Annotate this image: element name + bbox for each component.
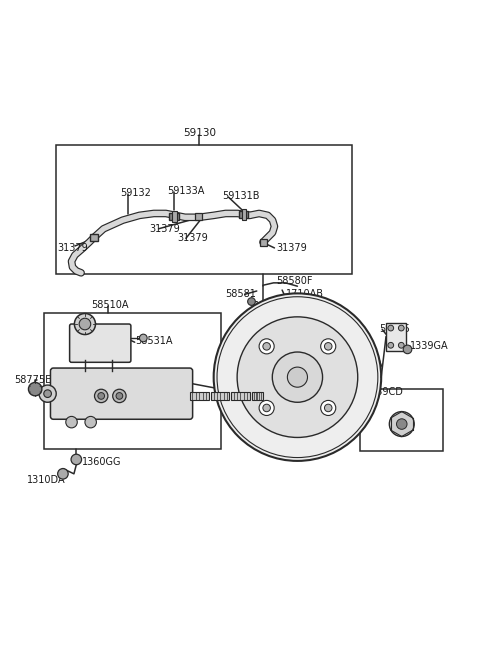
Text: 1310DA: 1310DA	[27, 475, 66, 485]
Text: 1339CD: 1339CD	[365, 387, 404, 397]
Bar	[44, 313, 221, 449]
Bar	[242, 209, 246, 220]
Circle shape	[39, 385, 56, 402]
Text: 59130: 59130	[183, 128, 216, 138]
Text: 58594: 58594	[225, 389, 255, 399]
Circle shape	[324, 343, 332, 350]
Bar	[252, 392, 263, 400]
Circle shape	[321, 339, 336, 354]
Circle shape	[259, 400, 274, 415]
Circle shape	[71, 454, 82, 465]
Circle shape	[389, 411, 414, 437]
Circle shape	[95, 389, 108, 402]
Text: 58550A: 58550A	[148, 371, 185, 381]
Text: 1710AB: 1710AB	[286, 289, 324, 299]
Circle shape	[248, 298, 255, 306]
Circle shape	[79, 318, 91, 330]
Circle shape	[272, 352, 323, 402]
Circle shape	[288, 367, 308, 387]
Bar	[190, 392, 209, 400]
Bar	[172, 210, 177, 222]
Text: 58580F: 58580F	[276, 276, 312, 286]
FancyBboxPatch shape	[70, 324, 131, 362]
Circle shape	[98, 393, 105, 399]
Text: 59145: 59145	[379, 324, 409, 334]
Circle shape	[321, 400, 336, 415]
Text: 59132: 59132	[120, 188, 151, 198]
Circle shape	[140, 334, 147, 342]
Text: 59110B: 59110B	[226, 398, 263, 408]
Circle shape	[263, 404, 270, 411]
Circle shape	[237, 317, 358, 437]
Text: 43779A: 43779A	[345, 359, 383, 369]
Bar	[231, 392, 250, 400]
Text: 1339GA: 1339GA	[410, 341, 448, 351]
FancyBboxPatch shape	[50, 368, 192, 419]
Circle shape	[324, 404, 332, 411]
Circle shape	[388, 325, 394, 331]
Text: 1362ND: 1362ND	[254, 301, 294, 311]
Text: 58775E: 58775E	[14, 376, 51, 386]
Text: 1360GG: 1360GG	[82, 457, 121, 467]
Circle shape	[259, 339, 274, 354]
Circle shape	[85, 417, 96, 428]
Bar	[260, 239, 267, 245]
Text: 31379: 31379	[57, 243, 88, 253]
Text: 31379: 31379	[276, 243, 307, 253]
Text: 59131B: 59131B	[222, 191, 259, 201]
Circle shape	[113, 389, 126, 402]
Circle shape	[74, 313, 96, 334]
Circle shape	[388, 343, 394, 348]
Bar	[211, 392, 229, 400]
Bar	[239, 211, 248, 218]
Circle shape	[58, 469, 68, 479]
Bar	[195, 214, 202, 219]
Text: 31379: 31379	[149, 224, 180, 234]
Circle shape	[28, 382, 42, 396]
Circle shape	[116, 393, 123, 399]
Text: 58510A: 58510A	[92, 300, 129, 310]
Bar	[360, 389, 444, 451]
Circle shape	[66, 417, 77, 428]
Bar	[56, 145, 352, 275]
Bar	[169, 212, 179, 220]
Circle shape	[403, 345, 412, 354]
Text: 58531A: 58531A	[136, 336, 173, 347]
Circle shape	[44, 390, 51, 397]
Bar	[90, 234, 98, 241]
Circle shape	[398, 325, 404, 331]
Text: 31379: 31379	[178, 234, 208, 243]
Text: 58540A: 58540A	[115, 376, 152, 386]
Text: 59133A: 59133A	[167, 186, 204, 197]
Circle shape	[398, 343, 404, 348]
Circle shape	[396, 419, 407, 430]
Text: 58581: 58581	[226, 289, 256, 299]
Bar	[386, 323, 406, 351]
Circle shape	[263, 343, 270, 350]
Circle shape	[214, 293, 381, 461]
